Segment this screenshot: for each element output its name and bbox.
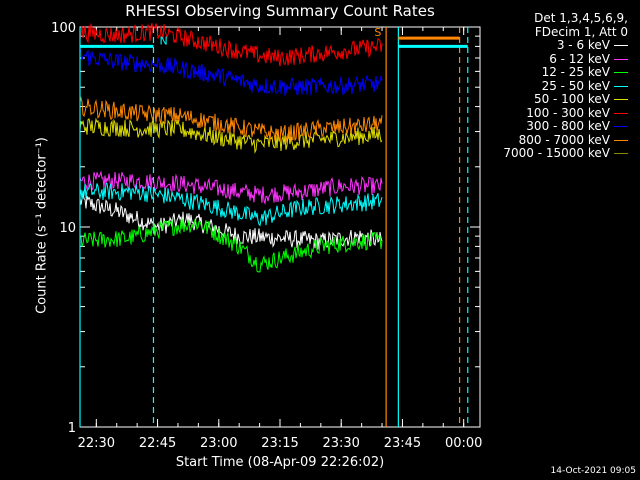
legend-swatch <box>614 126 628 128</box>
legend-item: 800 - 7000 keV <box>478 132 628 148</box>
chart-title: RHESSI Observing Summary Count Rates <box>125 2 435 20</box>
series-line-4 <box>79 117 383 154</box>
legend-item: 100 - 300 keV <box>478 105 628 121</box>
legend-label: 3 - 6 keV <box>556 38 610 52</box>
series-line-6 <box>79 49 383 97</box>
series-line-7 <box>79 96 383 143</box>
y-tick-label: 10 <box>59 221 76 236</box>
x-axis-title: Start Time (08-Apr-09 22:26:02) <box>175 455 385 470</box>
y-axis-title: Count Rate (s⁻¹ detector⁻¹) <box>34 137 50 314</box>
x-tick-label: 00:00 <box>445 436 482 451</box>
legend-swatch <box>614 85 628 87</box>
flag-label-1: S <box>374 26 381 39</box>
series-line-3 <box>79 182 383 227</box>
legend-label: 300 - 800 keV <box>526 119 610 133</box>
flag-label-0: N <box>159 34 167 47</box>
x-tick-label: 22:30 <box>78 436 115 451</box>
series-line-2 <box>79 218 383 273</box>
x-tick-label: 22:45 <box>139 436 176 451</box>
legend-swatch <box>614 139 628 141</box>
legend-item: 12 - 25 keV <box>478 65 628 80</box>
legend-swatch <box>614 58 628 60</box>
x-tick-label: 23:00 <box>200 436 237 451</box>
plot-frame <box>79 26 481 428</box>
legend-swatch <box>614 45 628 47</box>
legend-item: 3 - 6 keV <box>478 38 628 53</box>
legend-swatch <box>614 112 628 114</box>
legend-item: 50 - 100 keV <box>478 92 628 107</box>
legend-swatch <box>614 72 628 74</box>
legend-item: 6 - 12 keV <box>478 51 628 67</box>
y-tick-label: 100 <box>51 21 76 36</box>
legend-label: 800 - 7000 keV <box>518 132 610 147</box>
series-line-1 <box>79 170 383 206</box>
legend-label: 25 - 50 keV <box>541 78 610 93</box>
legend-swatch <box>614 99 628 101</box>
legend-header-1: Det 1,3,4,5,6,9, <box>534 11 628 25</box>
legend-item: 25 - 50 keV <box>478 78 628 94</box>
x-tick-label: 23:15 <box>261 436 298 451</box>
legend-label: 50 - 100 keV <box>533 92 610 106</box>
legend-label: 6 - 12 keV <box>549 51 610 66</box>
y-tick-label: 1 <box>68 421 76 436</box>
series-line-5 <box>79 22 383 67</box>
legend-label: 7000 - 15000 keV <box>503 146 610 160</box>
timestamp: 14-Oct-2021 09:05 <box>550 466 636 476</box>
legend-header-2: FDecim 1, Att 0 <box>534 24 628 39</box>
legend-swatch <box>614 153 628 155</box>
legend-item: 300 - 800 keV <box>478 119 628 134</box>
x-tick-label: 23:30 <box>322 436 359 451</box>
legend-item: 7000 - 15000 keV <box>478 146 628 161</box>
x-tick-label: 23:45 <box>384 436 421 451</box>
legend: Det 1,3,4,5,6,9, FDecim 1, Att 0 3 - 6 k… <box>478 11 628 161</box>
legend-label: 12 - 25 keV <box>541 65 610 79</box>
legend-label: 100 - 300 keV <box>526 105 610 120</box>
